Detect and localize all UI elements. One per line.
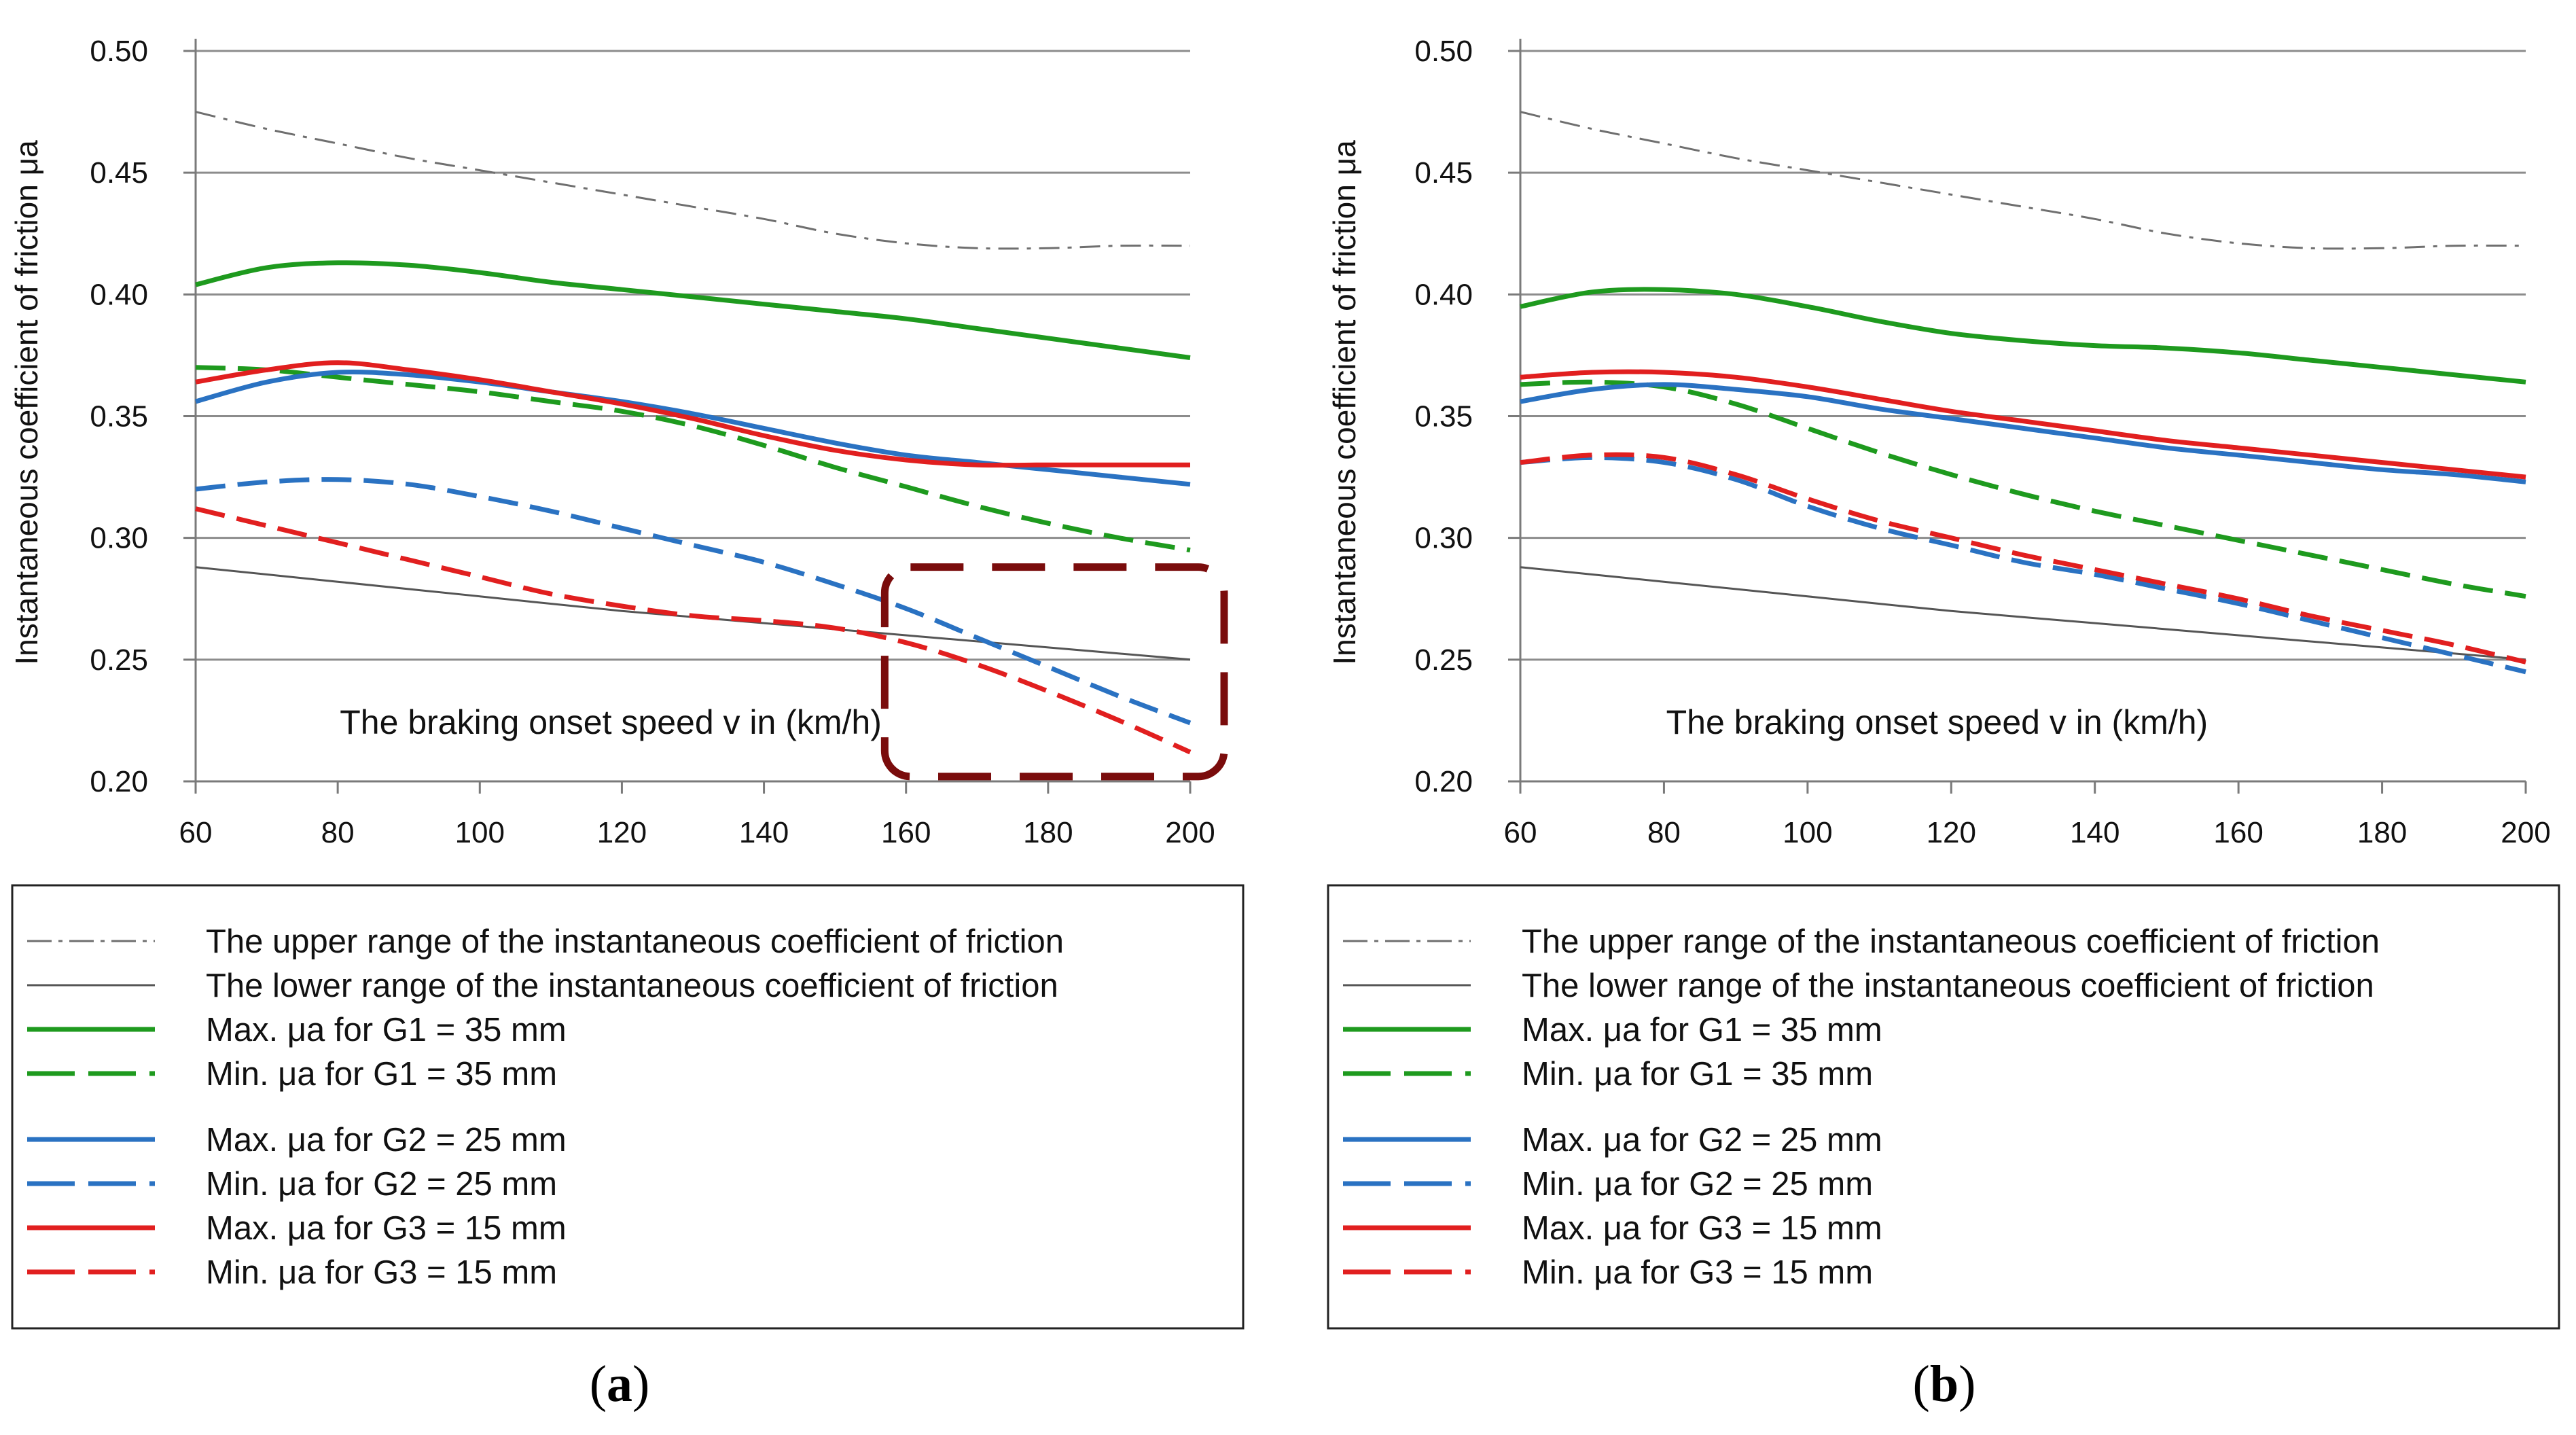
series-line-5 — [195, 477, 1192, 726]
legend-box — [1327, 884, 2560, 1330]
legend-entry-label: The lower range of the instantaneous coe… — [206, 968, 1058, 1004]
legend-entry-label: Min. μa for G1 = 35 mm — [1522, 1056, 1873, 1093]
series-line-3 — [195, 365, 1191, 553]
series-lines — [195, 111, 1192, 755]
y-tick-label: 0.40 — [1414, 278, 1473, 311]
x-axis-label: The braking onset speed v in (km/h) — [340, 703, 882, 741]
legend-entry-label: Min. μa for G1 = 35 mm — [206, 1056, 557, 1093]
legend-entry-label: Max. μa for G1 = 35 mm — [1522, 1012, 1882, 1048]
legend-entry-label: Max. μa for G2 = 25 mm — [206, 1122, 567, 1158]
legend-entry-label: Max. μa for G3 = 15 mm — [206, 1210, 567, 1247]
series-line-6 — [195, 360, 1190, 468]
series-line-4 — [1520, 382, 2526, 484]
legend: The upper range of the instantaneous coe… — [1327, 884, 2560, 1330]
y-tick-label: 0.30 — [90, 522, 148, 555]
x-tick-label: 180 — [2357, 816, 2407, 849]
legend-box — [11, 884, 1245, 1330]
legend-entry-label: Min. μa for G3 = 15 mm — [1522, 1254, 1873, 1291]
x-tick-label: 60 — [179, 816, 213, 849]
x-tick-label: 180 — [1023, 816, 1073, 849]
series-line-7 — [195, 506, 1192, 755]
legend-entry-label: The upper range of the instantaneous coe… — [206, 923, 1064, 960]
x-tick-label: 120 — [1927, 816, 1976, 849]
x-tick-label: 160 — [2213, 816, 2263, 849]
panel-caption: (a) — [590, 1356, 650, 1413]
series-line-0 — [1520, 111, 2526, 250]
series-line-2 — [1520, 287, 2526, 385]
legend-entry-label: Min. μa for G2 = 25 mm — [206, 1166, 557, 1203]
highlight-region — [880, 563, 1228, 781]
legend-entry-label: Min. μa for G3 = 15 mm — [206, 1254, 557, 1291]
x-tick-label: 140 — [739, 816, 789, 849]
legend: The upper range of the instantaneous coe… — [11, 884, 1245, 1330]
x-tick-label: 200 — [2501, 816, 2550, 849]
y-tick-label: 0.20 — [90, 765, 148, 798]
series-line-3 — [1520, 379, 2526, 599]
panel-caption-letter: a — [607, 1356, 632, 1413]
legend-entry-label: The lower range of the instantaneous coe… — [1522, 968, 2374, 1004]
legend-entry-label: Max. μa for G1 = 35 mm — [206, 1012, 567, 1048]
x-tick-label: 80 — [1647, 816, 1681, 849]
y-tick-label: 0.40 — [90, 278, 148, 311]
series-line-1 — [1520, 566, 2526, 661]
x-tick-label: 80 — [321, 816, 355, 849]
y-tick-label: 0.50 — [1414, 35, 1473, 68]
x-tick-label: 100 — [1783, 816, 1832, 849]
series-line-0 — [195, 111, 1191, 250]
y-axis-label: Instantaneous coefficient of friction μa — [1327, 140, 1362, 665]
panel-caption: (b) — [1913, 1356, 1976, 1413]
x-tick-label: 200 — [1165, 816, 1215, 849]
panel-caption-letter: b — [1930, 1356, 1958, 1413]
y-tick-label: 0.35 — [1414, 400, 1473, 433]
legend-entry-label: The upper range of the instantaneous coe… — [1522, 923, 2380, 960]
y-tick-label: 0.25 — [90, 643, 148, 677]
x-axis-label: The braking onset speed v in (km/h) — [1666, 703, 2208, 741]
legend-entry-label: Max. μa for G3 = 15 mm — [1522, 1210, 1882, 1247]
series-line-7 — [1520, 452, 2526, 665]
y-tick-label: 0.45 — [1414, 156, 1473, 190]
y-tick-label: 0.50 — [90, 35, 148, 68]
chart-panel-a: 0.20 0.25 0.30 0.35 0.40 0.45 0.50 60 80 100 120 14… — [9, 35, 1245, 1413]
legend-entry-label: Max. μa for G2 = 25 mm — [1522, 1122, 1882, 1158]
y-tick-label: 0.25 — [1414, 643, 1473, 677]
x-tick-label: 140 — [2070, 816, 2119, 849]
y-tick-label: 0.45 — [90, 156, 148, 190]
x-tick-label: 100 — [455, 816, 505, 849]
panels: 0.20 0.25 0.30 0.35 0.40 0.45 0.50 60 80 100 120 14… — [9, 35, 2560, 1413]
series-lines — [1520, 111, 2526, 675]
y-tick-label: 0.35 — [90, 400, 148, 433]
series-line-2 — [195, 260, 1191, 360]
x-tick-label: 60 — [1504, 816, 1537, 849]
x-tick-label: 120 — [597, 816, 647, 849]
y-axis-label: Instantaneous coefficient of friction μa — [9, 140, 44, 665]
series-line-6 — [1520, 369, 2526, 480]
x-tick-label: 160 — [881, 816, 931, 849]
series-line-5 — [1520, 455, 2526, 675]
y-tick-label: 0.20 — [1414, 765, 1473, 798]
legend-entry-label: Min. μa for G2 = 25 mm — [1522, 1166, 1873, 1203]
series-line-4 — [195, 369, 1191, 487]
chart-panel-b: 0.20 0.25 0.30 0.35 0.40 0.45 0.50 60 80 100 120 14… — [1327, 35, 2560, 1413]
y-tick-label: 0.30 — [1414, 522, 1473, 555]
